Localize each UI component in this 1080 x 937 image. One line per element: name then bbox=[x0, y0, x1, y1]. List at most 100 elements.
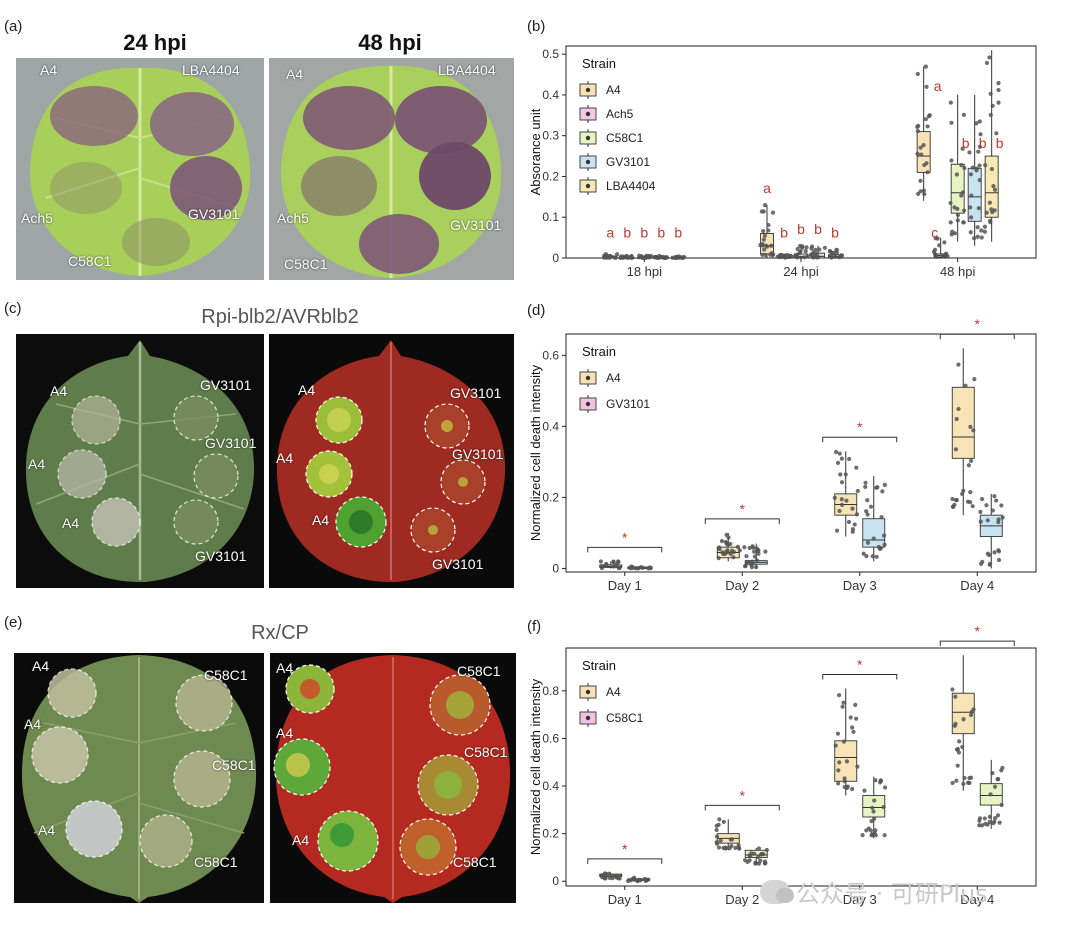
label-e-r-a4-1: A4 bbox=[276, 660, 294, 676]
data-point bbox=[996, 100, 1001, 105]
data-point bbox=[990, 103, 995, 108]
panel-letter-a: (a) bbox=[4, 18, 23, 35]
data-point bbox=[989, 166, 995, 172]
data-point bbox=[862, 788, 867, 793]
sig-star: * bbox=[622, 841, 628, 857]
data-point bbox=[603, 252, 608, 257]
legend-dot bbox=[585, 401, 591, 407]
sig-letter: a bbox=[763, 180, 771, 196]
data-point bbox=[956, 750, 962, 755]
data-point bbox=[925, 170, 930, 175]
data-point bbox=[761, 228, 766, 234]
data-point bbox=[848, 715, 853, 720]
legend-dot bbox=[585, 159, 591, 165]
data-point bbox=[984, 503, 989, 508]
data-point bbox=[737, 548, 742, 553]
data-point bbox=[942, 240, 947, 245]
data-point bbox=[727, 846, 732, 851]
legend-dot bbox=[585, 135, 591, 141]
data-point bbox=[865, 498, 870, 503]
data-point bbox=[764, 847, 769, 853]
data-point bbox=[961, 781, 966, 787]
data-point bbox=[968, 215, 974, 220]
y-tick-label: 0.1 bbox=[542, 210, 559, 224]
data-point bbox=[976, 149, 981, 154]
data-point bbox=[603, 876, 608, 881]
data-point bbox=[805, 254, 810, 259]
data-point bbox=[959, 193, 964, 198]
data-point bbox=[733, 845, 738, 850]
legend-label: GV3101 bbox=[606, 155, 650, 169]
sig-bracket bbox=[822, 436, 898, 443]
data-point bbox=[953, 694, 958, 699]
panel-letter-e: (e) bbox=[4, 614, 23, 631]
data-point bbox=[850, 786, 855, 792]
data-point bbox=[960, 190, 966, 195]
data-point bbox=[758, 243, 763, 248]
data-point bbox=[970, 165, 975, 170]
y-tick-label: 0.2 bbox=[542, 169, 559, 183]
data-point bbox=[1000, 515, 1005, 520]
data-point bbox=[766, 228, 771, 233]
label-c-l-a4-2: A4 bbox=[28, 456, 46, 472]
data-point bbox=[982, 816, 987, 821]
data-point bbox=[996, 81, 1001, 86]
label-a-r-gv3101: GV3101 bbox=[450, 217, 502, 233]
sig-bracket bbox=[704, 518, 780, 524]
data-point bbox=[850, 725, 855, 730]
label-e-r-c58c1-3: C58C1 bbox=[453, 854, 497, 870]
data-point bbox=[956, 406, 961, 412]
data-point bbox=[953, 721, 958, 726]
data-point bbox=[978, 561, 984, 566]
data-point bbox=[925, 124, 930, 129]
data-point bbox=[881, 804, 886, 810]
data-point bbox=[999, 802, 1004, 808]
data-point bbox=[662, 255, 667, 260]
data-point bbox=[922, 162, 927, 168]
data-point bbox=[752, 549, 757, 554]
data-point bbox=[967, 150, 972, 155]
data-point bbox=[950, 687, 955, 692]
data-point bbox=[979, 235, 984, 240]
data-point bbox=[766, 222, 771, 228]
sig-star: * bbox=[740, 501, 746, 517]
x-tick-label: Day 2 bbox=[725, 578, 759, 593]
sig-letter: b bbox=[623, 225, 631, 241]
sig-bracket bbox=[587, 546, 663, 553]
data-point bbox=[966, 463, 971, 468]
label-e-r-c58c1-1: C58C1 bbox=[457, 663, 501, 679]
data-point bbox=[761, 237, 766, 242]
legend-label: LBA4404 bbox=[606, 179, 656, 193]
photo-48hpi-leaf bbox=[269, 58, 514, 280]
data-point bbox=[833, 743, 838, 748]
data-point bbox=[959, 163, 964, 168]
panel-letter-b: (b) bbox=[527, 18, 546, 35]
data-point bbox=[985, 551, 991, 556]
label-c-r-a4-2: A4 bbox=[276, 450, 294, 466]
data-point bbox=[918, 189, 923, 194]
data-point bbox=[960, 146, 965, 151]
data-point bbox=[714, 827, 719, 833]
data-point bbox=[983, 163, 988, 168]
label-a-r-lba4404: LBA4404 bbox=[438, 62, 496, 78]
data-point bbox=[864, 828, 869, 833]
data-point bbox=[968, 205, 973, 210]
data-point bbox=[843, 472, 848, 477]
label-a-l-c58c1: C58C1 bbox=[68, 253, 112, 269]
data-point bbox=[873, 828, 878, 833]
label-e-l-a4-1: A4 bbox=[32, 658, 50, 674]
sig-letter: a bbox=[606, 225, 614, 241]
panel-letter-d: (d) bbox=[527, 302, 546, 319]
data-point bbox=[788, 253, 793, 259]
data-point bbox=[616, 559, 621, 565]
data-point bbox=[828, 254, 833, 259]
chart-d: 0 0.2 0.4 0.6 Normalized cell death intensit… bbox=[528, 316, 1048, 612]
data-point bbox=[996, 520, 1001, 525]
data-point bbox=[865, 512, 870, 517]
sig-bracket bbox=[587, 858, 663, 864]
label-c-r-a4-1: A4 bbox=[298, 382, 316, 398]
legend-label: Ach5 bbox=[606, 107, 634, 121]
data-point bbox=[915, 71, 920, 77]
data-point bbox=[627, 565, 633, 570]
sig-star: * bbox=[975, 623, 981, 639]
